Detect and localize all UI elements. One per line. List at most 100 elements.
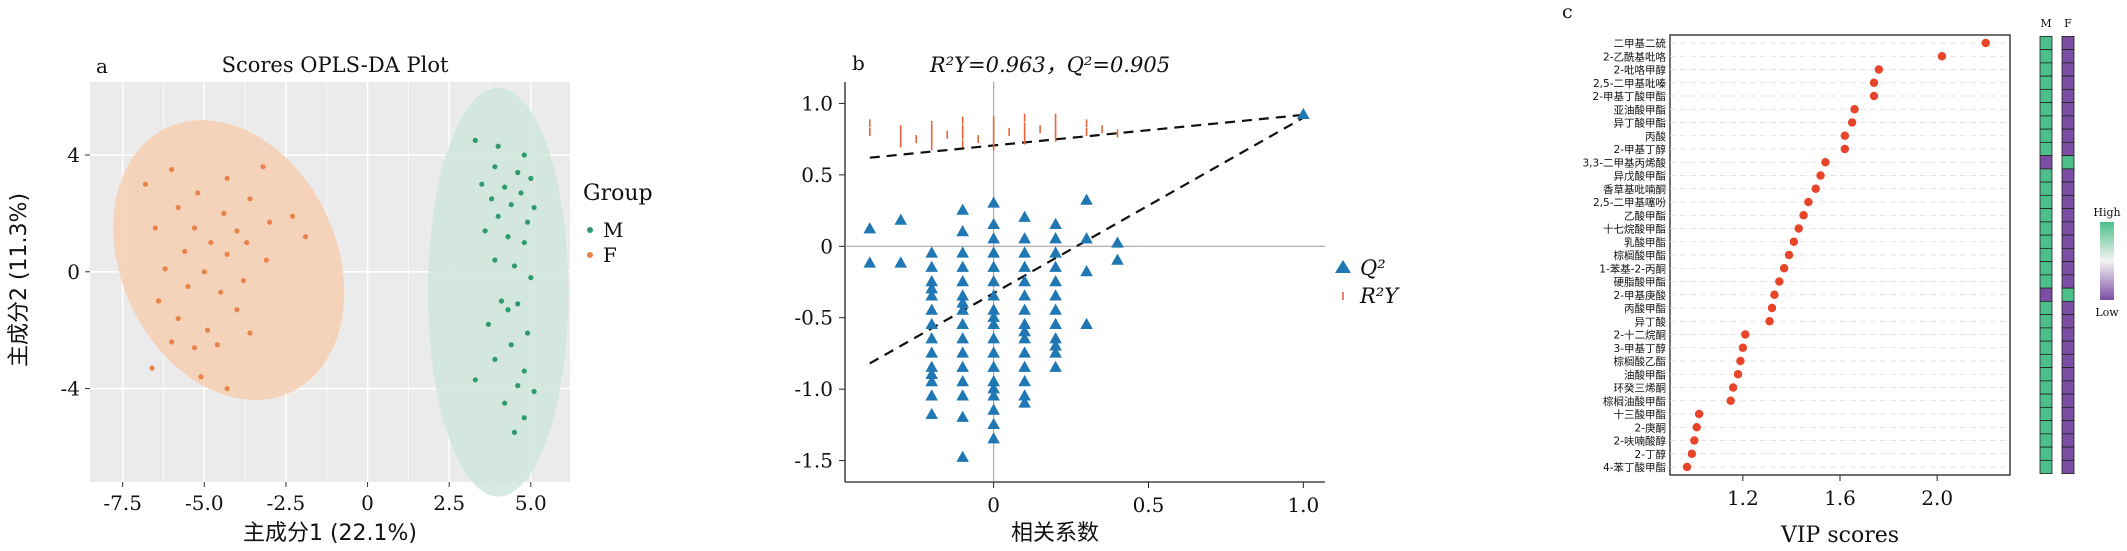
score-point-M <box>531 388 537 395</box>
point-Q2 <box>987 403 1000 415</box>
point-Q2 <box>925 389 939 401</box>
score-point-M <box>524 330 531 336</box>
heatmap-cell <box>2039 234 2053 249</box>
vip-point <box>1741 330 1750 339</box>
point-Q2 <box>863 222 877 234</box>
y-tick-label: -0.5 <box>794 306 833 330</box>
point-Q2 <box>987 432 1000 444</box>
y-tick-label: 4 <box>67 143 80 167</box>
x-tick-label: 5.0 <box>515 491 547 515</box>
heatmap-cell <box>2039 300 2053 316</box>
category-label: 异丁酸甲酯 <box>1614 117 1667 130</box>
panel-b-points <box>863 107 1310 462</box>
score-point-F <box>218 289 224 295</box>
y-tick-label: 1.0 <box>801 91 833 115</box>
heatmap-cell <box>2039 261 2053 276</box>
point-Q2 <box>956 296 969 308</box>
category-label: 丙酸甲酯 <box>1624 302 1666 315</box>
colorbar-low-label: Low <box>2095 306 2119 319</box>
y-tick-label: -1.0 <box>794 377 833 401</box>
heatmap-cell <box>2061 393 2075 408</box>
vip-point <box>1981 38 1990 48</box>
heatmap-cell <box>2061 168 2075 183</box>
panel-b-x-ticks: 0 0.5 1.0 <box>987 482 1319 517</box>
point-Q2 <box>1049 232 1062 244</box>
heatmap-cell <box>2039 367 2053 382</box>
panel-b-permutation-plot: b R²Y=0.963，Q²=0.905 0 0.5 1.0 1.0 0.5 0 -0.5… <box>794 51 1400 546</box>
point-Q2 <box>987 303 1000 315</box>
panel-a-label: a <box>96 54 108 78</box>
heatmap-cell <box>2061 75 2075 90</box>
score-point-F <box>198 374 204 380</box>
heatmap-cell <box>2039 406 2053 422</box>
point-Q2 <box>987 289 1000 301</box>
heatmap-cell <box>2039 141 2053 157</box>
panel-a-points <box>142 137 537 435</box>
panel-c-category-labels: 二甲基二硫2-乙酰基吡咯2-吡咯甲醇2,5-二甲基吡嗪2-甲基丁酸甲酯亚油酸甲酯… <box>1583 37 1667 474</box>
score-point-F <box>266 219 273 225</box>
score-point-F <box>224 385 230 392</box>
point-Q2 <box>925 375 939 387</box>
x-tick-label: -7.5 <box>103 491 142 515</box>
point-Q2 <box>1018 210 1031 222</box>
category-label: 2,5-二甲基吡嗪 <box>1593 77 1666 90</box>
category-label: 环癸三烯酮 <box>1614 382 1667 395</box>
point-Q2 <box>1111 253 1124 265</box>
panel-a-legend-title: Group <box>583 181 653 206</box>
score-point-M <box>521 239 527 246</box>
heatmap-cell <box>2039 115 2053 130</box>
vip-point <box>1784 250 1794 260</box>
panel-b-trend-lines <box>869 113 1304 365</box>
point-Q2 <box>1018 303 1031 315</box>
point-Q2 <box>1018 396 1031 408</box>
heatmap-cell <box>2061 327 2075 342</box>
vip-point <box>1728 383 1738 392</box>
point-Q2 <box>1297 107 1310 120</box>
panel-c-colorbar: High Low <box>2093 206 2120 319</box>
colorbar-high-label: High <box>2093 206 2120 219</box>
vip-point <box>1736 356 1745 366</box>
legend-label-R2Y: R²Y <box>1359 284 1400 308</box>
point-Q2 <box>1049 217 1062 230</box>
heatmap-cell <box>2039 221 2053 236</box>
score-point-F <box>234 228 240 234</box>
score-point-F <box>302 234 309 240</box>
heatmap-cell <box>2039 459 2053 475</box>
vip-point <box>1770 290 1779 299</box>
category-label: 十三酸甲酯 <box>1614 408 1667 421</box>
legend-label-M: M <box>603 218 623 242</box>
point-Q2 <box>956 225 969 237</box>
point-Q2 <box>1111 236 1124 248</box>
colorbar <box>2100 222 2114 300</box>
category-label: 乙酸甲酯 <box>1624 209 1666 222</box>
heatmap-cell <box>2061 234 2075 249</box>
score-point-M <box>515 169 521 176</box>
score-point-F <box>155 298 162 304</box>
heatmap-cell <box>2039 327 2053 342</box>
category-label: 2-甲基丁醇 <box>1614 143 1667 156</box>
confidence-ellipse-F <box>113 120 345 401</box>
score-point-M <box>515 301 521 307</box>
vip-point <box>1937 52 1947 61</box>
heatmap-cell <box>2061 115 2075 130</box>
vip-point <box>1690 436 1699 445</box>
heatmap-cell <box>2039 380 2053 395</box>
point-Q2 <box>894 213 908 225</box>
heatmap-cell <box>2061 300 2075 316</box>
vip-point <box>1816 171 1825 180</box>
score-point-M <box>479 181 485 187</box>
point-Q2 <box>925 303 939 315</box>
heatmap-cell <box>2039 353 2053 369</box>
category-label: 2-甲基庚酸 <box>1614 289 1667 302</box>
vip-point <box>1850 105 1859 114</box>
x-tick-label: 0 <box>361 491 374 515</box>
heatmap-cell <box>2039 446 2053 461</box>
point-Q2 <box>987 332 1000 344</box>
category-label: 十七烷酸甲酯 <box>1603 223 1666 236</box>
point-Q2 <box>925 282 939 294</box>
panel-b-title: R²Y=0.963，Q²=0.905 <box>929 53 1170 77</box>
heatmap-cell <box>2061 155 2075 170</box>
heatmap-column-label: F <box>2064 17 2072 30</box>
